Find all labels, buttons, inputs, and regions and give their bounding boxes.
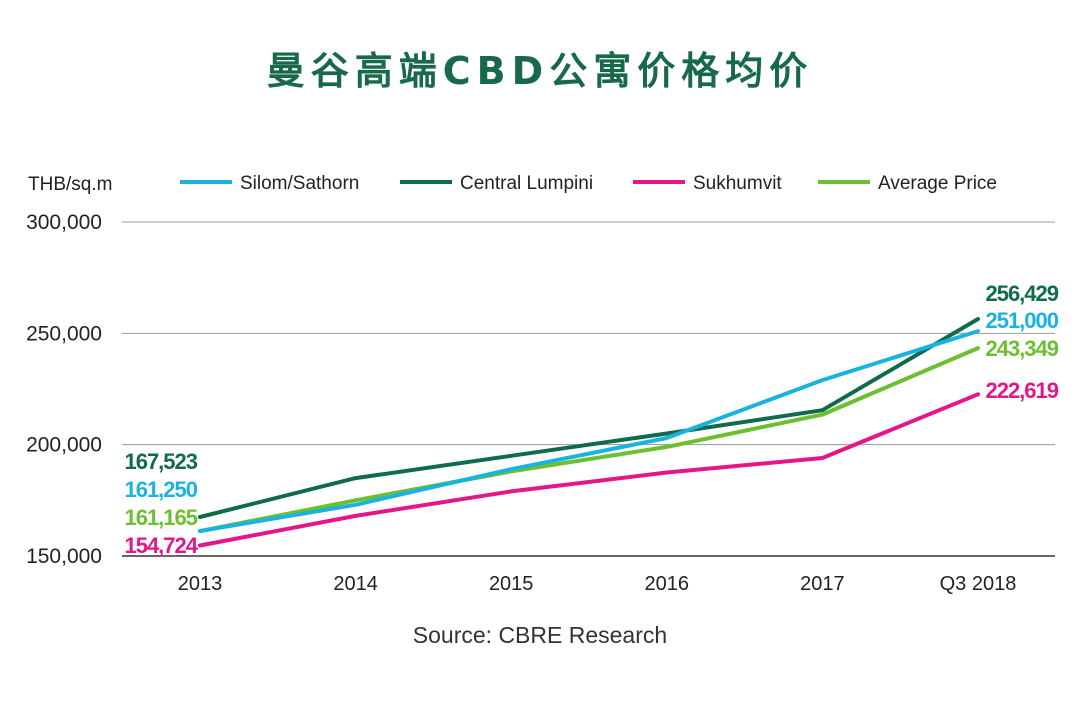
- x-tick-label: 2017: [800, 573, 845, 595]
- data-label: 251,000: [985, 308, 1058, 333]
- y-tick-label: 300,000: [26, 211, 102, 234]
- source-note: Source: CBRE Research: [412, 622, 668, 648]
- data-label: 161,165: [124, 505, 197, 530]
- y-tick-label: 250,000: [26, 322, 102, 345]
- x-tick-label: 2013: [178, 573, 223, 595]
- y-axis-label: THB/sq.m: [28, 174, 112, 195]
- x-tick-label: 2015: [489, 573, 534, 595]
- data-label: 256,429: [985, 281, 1058, 306]
- series-line: [198, 346, 980, 534]
- legend-label: Average Price: [878, 173, 997, 194]
- y-tick-label: 200,000: [26, 434, 102, 457]
- x-tick-label: 2016: [645, 573, 690, 595]
- series-line: [198, 317, 980, 519]
- legend-label: Central Lumpini: [460, 173, 593, 194]
- data-label: 243,349: [985, 336, 1058, 361]
- data-label: 154,724: [124, 533, 198, 558]
- x-tick-label: 2014: [333, 573, 378, 595]
- y-tick-label: 150,000: [26, 545, 102, 568]
- legend-label: Silom/Sathorn: [240, 173, 359, 194]
- series-line: [198, 392, 980, 548]
- x-tick-label: Q3 2018: [940, 573, 1017, 595]
- data-label: 167,523: [124, 449, 197, 474]
- legend-label: Sukhumvit: [693, 173, 782, 194]
- chart-title: 曼谷高端CBD公寓价格均价: [266, 49, 814, 93]
- data-label: 161,250: [124, 477, 197, 502]
- series-line: [198, 329, 980, 533]
- data-label: 222,619: [985, 378, 1058, 403]
